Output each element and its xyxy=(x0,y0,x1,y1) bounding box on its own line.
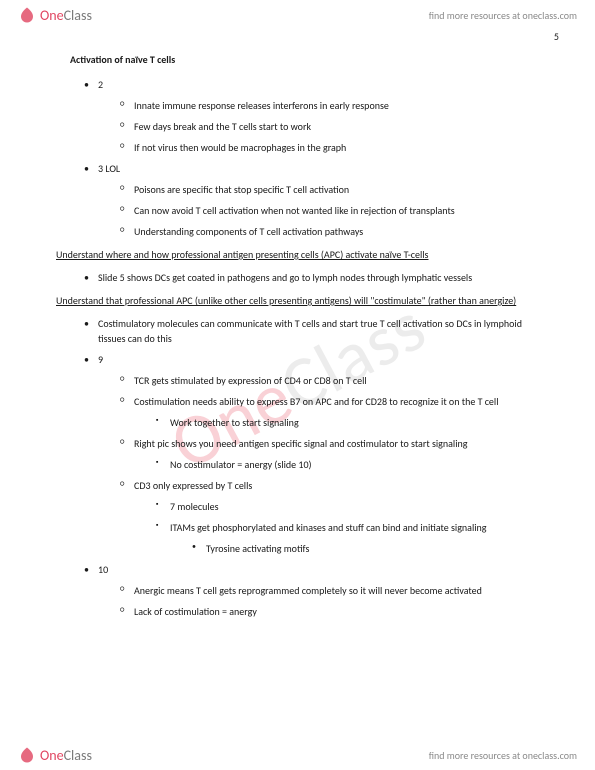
text: Costimulatory molecules can communicate … xyxy=(98,317,522,345)
list-item: Lack of costimulation = anergy xyxy=(120,604,545,619)
text: 3 LOL xyxy=(98,162,120,175)
text: Can now avoid T cell activation when not… xyxy=(134,204,455,217)
section-heading: Understand where and how professional an… xyxy=(56,247,545,262)
brand-logo: OneClass xyxy=(18,6,92,24)
list-item: 3 LOL Poisons are specific that stop spe… xyxy=(84,161,545,239)
leaf-icon xyxy=(18,6,36,24)
list-item: Costimulatory molecules can communicate … xyxy=(84,316,545,346)
list-item: 2 Innate immune response releases interf… xyxy=(84,77,545,155)
brand-logo-footer: OneClass xyxy=(18,746,92,764)
header-link[interactable]: find more resources at oneclass.com xyxy=(429,9,577,22)
list-item: Right pic shows you need antigen specifi… xyxy=(120,436,545,472)
list-item: Work together to start signaling xyxy=(156,415,545,430)
brand-one: One xyxy=(40,747,64,764)
text: Innate immune response releases interfer… xyxy=(134,99,389,112)
leaf-icon xyxy=(18,746,36,764)
text: Right pic shows you need antigen specifi… xyxy=(134,437,467,450)
document-body: Activation of naïve T cells 2 Innate imm… xyxy=(0,0,595,665)
text: ITAMs get phosphorylated and kinases and… xyxy=(170,521,487,534)
text: Work together to start signaling xyxy=(170,416,299,429)
list-item: Costimulation needs ability to express B… xyxy=(120,394,545,430)
page-title: Activation of naïve T cells xyxy=(70,52,545,67)
list-item: 10 Anergic means T cell gets reprogramme… xyxy=(84,562,545,619)
text: 10 xyxy=(98,563,108,576)
list-item: Anergic means T cell gets reprogrammed c… xyxy=(120,583,545,598)
list-item: ITAMs get phosphorylated and kinases and… xyxy=(156,520,545,556)
text: Costimulation needs ability to express B… xyxy=(134,395,499,408)
brand-one: One xyxy=(40,7,64,24)
list-item: Understanding components of T cell activ… xyxy=(120,224,545,239)
text: CD3 only expressed by T cells xyxy=(134,479,252,492)
text: Understanding components of T cell activ… xyxy=(134,225,363,238)
text: Tyrosine activating motifs xyxy=(206,542,309,555)
text: Few days break and the T cells start to … xyxy=(134,120,311,133)
brand-class: Class xyxy=(64,7,92,24)
text: 9 xyxy=(98,353,103,366)
text: No costimulator = anergy (slide 10) xyxy=(170,458,312,471)
list-item: Tyrosine activating motifs xyxy=(192,541,545,556)
page-number: 5 xyxy=(554,30,559,43)
brand-text: OneClass xyxy=(40,7,92,24)
list-item: CD3 only expressed by T cells 7 molecule… xyxy=(120,478,545,556)
brand-class: Class xyxy=(64,747,92,764)
list-item: Poisons are specific that stop specific … xyxy=(120,182,545,197)
list-item: 7 molecules xyxy=(156,499,545,514)
text: If not virus then would be macrophages i… xyxy=(134,141,346,154)
brand-text-footer: OneClass xyxy=(40,747,92,764)
list-item: If not virus then would be macrophages i… xyxy=(120,140,545,155)
list-item: TCR gets stimulated by expression of CD4… xyxy=(120,373,545,388)
text: Poisons are specific that stop specific … xyxy=(134,183,349,196)
text: TCR gets stimulated by expression of CD4… xyxy=(134,374,367,387)
text: Lack of costimulation = anergy xyxy=(134,605,257,618)
list-item: Can now avoid T cell activation when not… xyxy=(120,203,545,218)
list-item: No costimulator = anergy (slide 10) xyxy=(156,457,545,472)
page-header: OneClass find more resources at oneclass… xyxy=(0,0,595,31)
section-heading: Understand that professional APC (unlike… xyxy=(56,293,545,308)
list-item: Innate immune response releases interfer… xyxy=(120,98,545,113)
text: Slide 5 shows DCs get coated in pathogen… xyxy=(98,271,472,284)
text: 2 xyxy=(98,78,103,91)
list-item: Few days break and the T cells start to … xyxy=(120,119,545,134)
page-footer: OneClass find more resources at oneclass… xyxy=(0,740,595,770)
footer-link[interactable]: find more resources at oneclass.com xyxy=(429,749,577,762)
list-item: Slide 5 shows DCs get coated in pathogen… xyxy=(84,270,545,285)
list-item: 9 TCR gets stimulated by expression of C… xyxy=(84,352,545,556)
text: 7 molecules xyxy=(170,500,219,513)
text: Anergic means T cell gets reprogrammed c… xyxy=(134,584,482,597)
